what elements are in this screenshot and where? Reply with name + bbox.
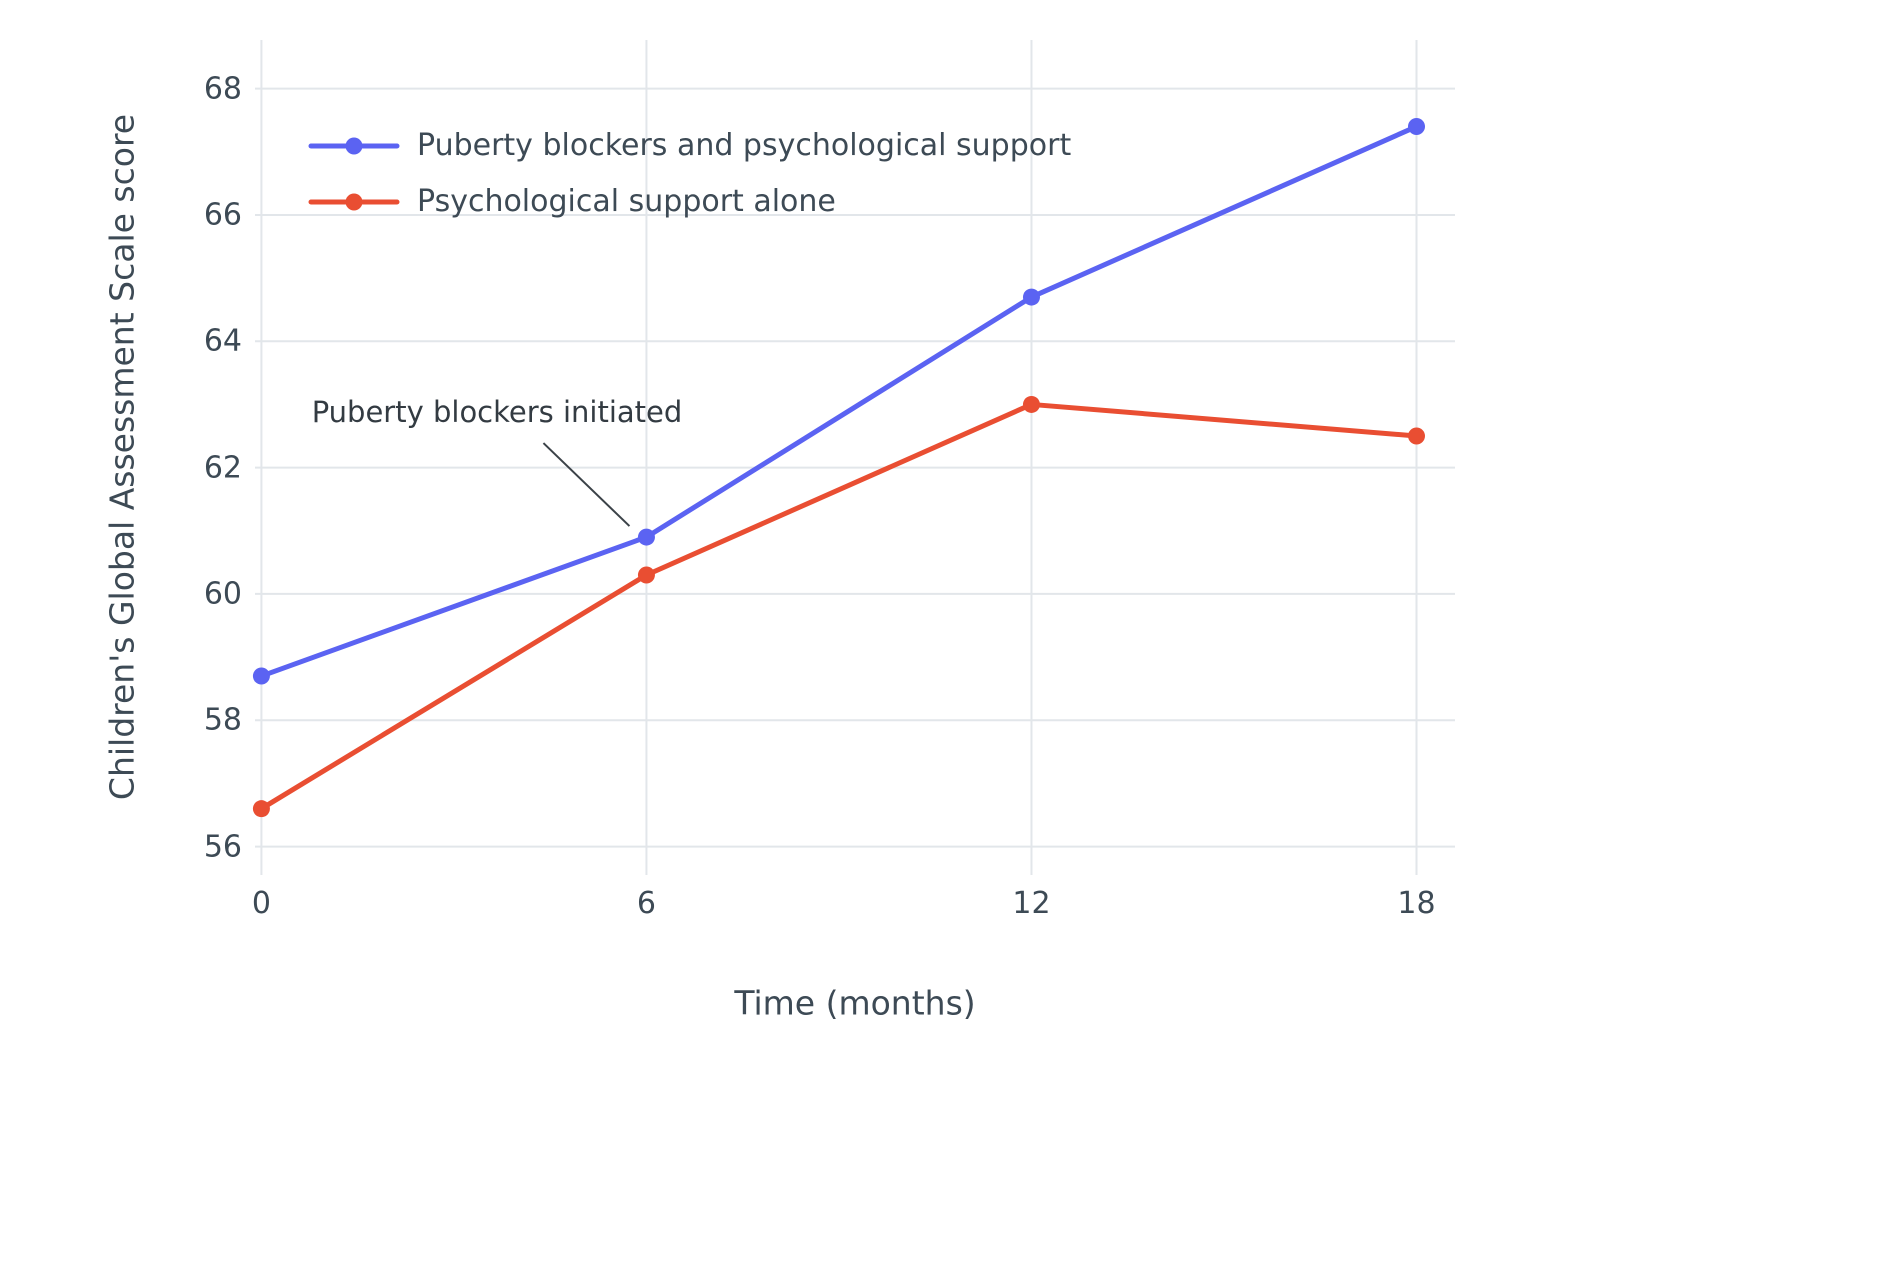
annotation-text: Puberty blockers initiated xyxy=(311,395,683,429)
y-tick-label: 60 xyxy=(203,576,242,612)
y-tick-label: 56 xyxy=(203,829,242,865)
x-tick-label: 0 xyxy=(251,886,271,921)
x-axis-title: Time (months) xyxy=(734,983,976,1023)
y-tick-label: 58 xyxy=(203,702,242,738)
data-point-marker[interactable] xyxy=(1407,118,1425,136)
data-point-marker[interactable] xyxy=(1022,395,1040,413)
data-point-marker[interactable] xyxy=(252,800,270,818)
y-tick-label: 68 xyxy=(203,71,242,107)
legend-label: Psychological support alone xyxy=(417,184,836,219)
y-tick-label: 64 xyxy=(203,323,242,359)
series-line-0 xyxy=(258,124,1419,679)
legend-line-sample xyxy=(308,193,400,210)
data-point-marker[interactable] xyxy=(1407,427,1425,445)
legend-item-1[interactable]: Psychological support alone xyxy=(308,184,1071,219)
y-tick-label: 62 xyxy=(203,450,242,486)
legend-line-sample xyxy=(308,137,400,154)
data-point-marker[interactable] xyxy=(252,667,270,685)
y-tick-label: 66 xyxy=(203,197,242,233)
data-point-marker[interactable] xyxy=(637,528,655,546)
legend: Puberty blockers and psychological suppo… xyxy=(308,128,1071,219)
data-point-marker[interactable] xyxy=(1022,288,1040,306)
legend-item-0[interactable]: Puberty blockers and psychological suppo… xyxy=(308,128,1071,163)
legend-label: Puberty blockers and psychological suppo… xyxy=(417,128,1072,163)
x-tick-label: 6 xyxy=(636,886,656,921)
x-tick-label: 12 xyxy=(1012,886,1051,921)
annotation-pointer-line xyxy=(542,442,631,527)
x-tick-label: 18 xyxy=(1397,886,1436,921)
data-point-marker[interactable] xyxy=(637,566,655,584)
series-line-1 xyxy=(258,401,1419,812)
y-axis-title: Children's Global Assessment Scale score xyxy=(102,113,142,801)
